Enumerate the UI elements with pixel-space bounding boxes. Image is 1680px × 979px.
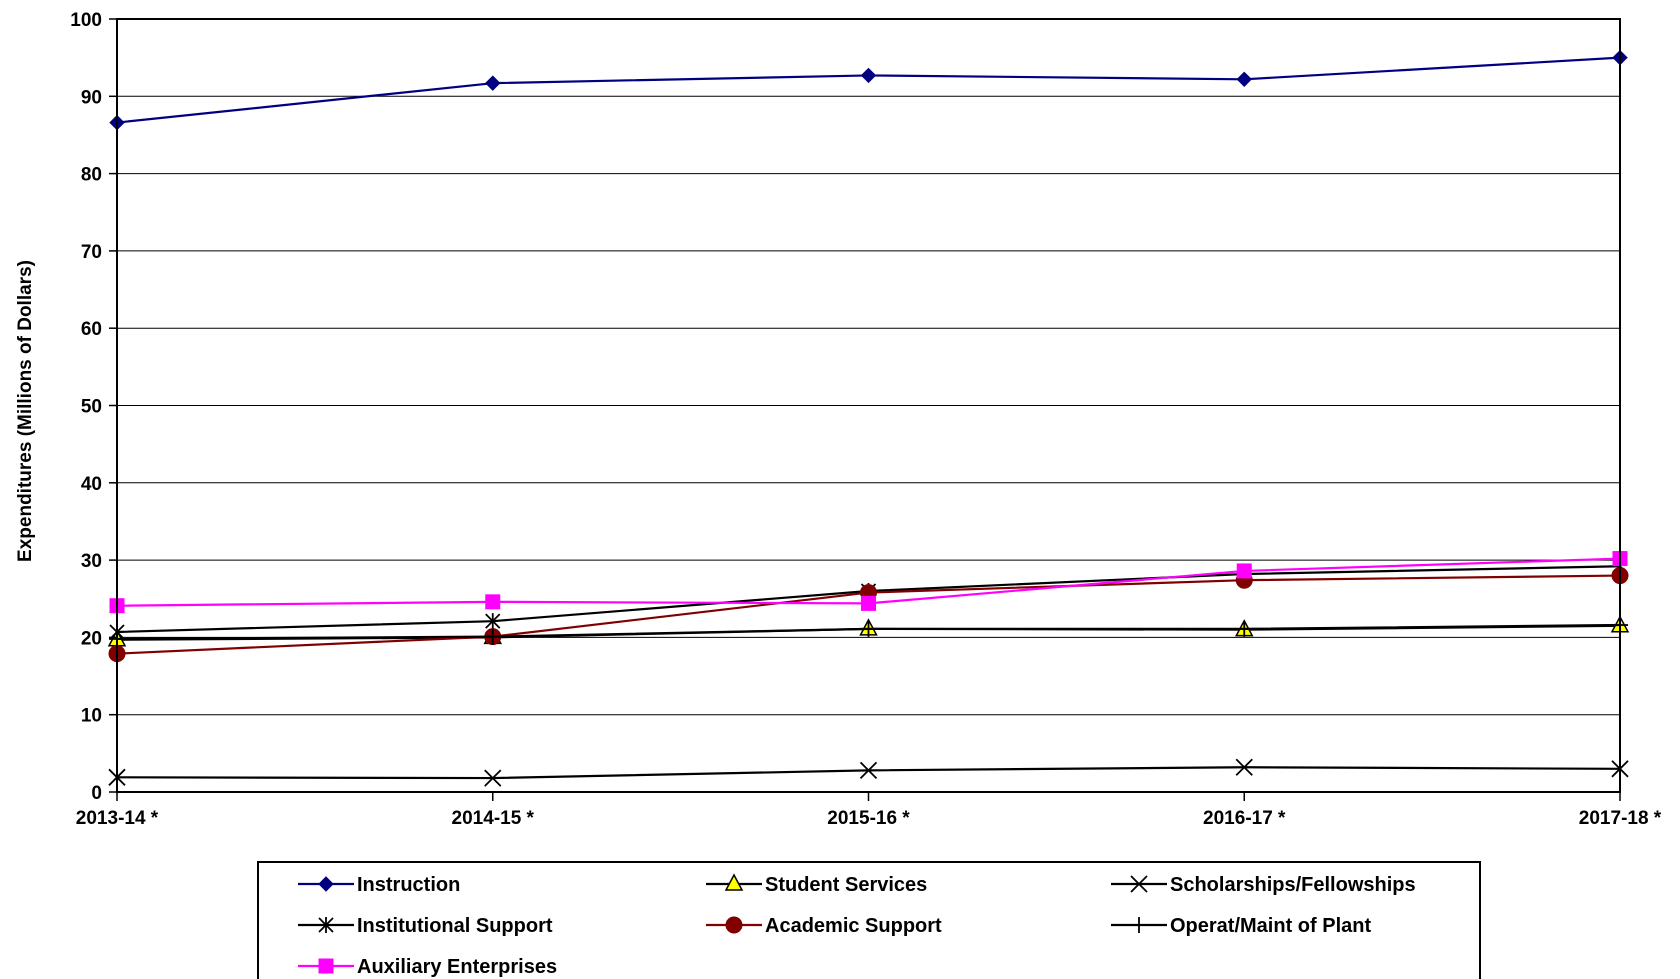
legend-item-scholarships-fellowships: Scholarships/Fellowships [1111, 874, 1416, 896]
legend-swatch-marker [725, 916, 743, 934]
data-point-instruction [485, 75, 501, 91]
marker-stroke [1235, 758, 1253, 776]
legend-item-student-services: Student Services [706, 873, 927, 896]
x-tick-label: 2015-16 * [827, 808, 910, 829]
legend-label: Auxiliary Enterprises [357, 956, 557, 978]
y-tick-label: 40 [81, 474, 102, 495]
legend-label: Academic Support [765, 915, 942, 937]
legend-swatch-marker [724, 873, 744, 891]
marker-stroke [859, 761, 878, 779]
legend-label: Student Services [765, 874, 927, 896]
legend: Instruction Student Services Scholarships/… [257, 861, 1481, 979]
legend-label: Institutional Support [357, 915, 553, 937]
y-tick-label: 50 [81, 397, 102, 418]
y-tick-label: 70 [81, 242, 102, 263]
y-tick-label: 80 [81, 165, 102, 186]
x-tick-label: 2017-18 * [1579, 808, 1662, 829]
y-tick-label: 10 [81, 706, 102, 727]
legend-item-operat-maint-of-plant: Operat/Maint of Plant [1111, 915, 1371, 937]
data-point-scholarships-fellowships [859, 761, 878, 779]
legend-item-auxiliary-enterprises: Auxiliary Enterprises [298, 956, 557, 978]
legend-item-academic-support: Academic Support [706, 915, 942, 937]
y-tick-label: 0 [91, 783, 102, 804]
legend-swatch-marker [318, 876, 334, 892]
marker-stroke [484, 769, 502, 787]
legend-swatch-marker [318, 917, 334, 933]
legend-label: Operat/Maint of Plant [1170, 915, 1371, 937]
legend-box [257, 861, 1481, 979]
y-axis-title: Expenditures (Millions of Dollars) [15, 260, 36, 562]
legend-label: Instruction [357, 874, 460, 896]
axes: 0 10 20 30 40 50 60 70 80 90 100 2013-14 * 2014-15 *… [70, 10, 1662, 829]
y-tick-label: 20 [81, 628, 102, 649]
data-point-institutional-support [485, 613, 501, 630]
y-tick-label: 100 [70, 10, 102, 31]
y-tick-label: 60 [81, 319, 102, 340]
legend-swatch-marker [318, 958, 334, 974]
x-tick-label: 2014-15 * [452, 808, 535, 829]
data-point-operat-maint-of-plant [1236, 620, 1253, 637]
legend-label: Scholarships/Fellowships [1170, 874, 1416, 896]
data-point-auxiliary-enterprises [1236, 563, 1252, 579]
marker-stroke [1130, 875, 1148, 893]
data-point-auxiliary-enterprises [861, 595, 876, 611]
data-point-operat-maint-of-plant [484, 628, 501, 645]
legend-item-institutional-support: Institutional Support [298, 915, 553, 937]
y-tick-label: 90 [81, 87, 102, 108]
data-point-scholarships-fellowships [484, 769, 502, 787]
data-point-instruction [860, 67, 877, 84]
legend-swatch-marker [1131, 917, 1147, 933]
data-point-operat-maint-of-plant [860, 620, 877, 637]
x-tick-label: 2016-17 * [1203, 808, 1286, 829]
data-point-scholarships-fellowships [1235, 758, 1253, 776]
y-tick-label: 30 [81, 551, 102, 572]
data-point-auxiliary-enterprises [485, 594, 501, 610]
legend-item-instruction: Instruction [298, 874, 460, 896]
x-tick-label: 2013-14 * [76, 808, 159, 829]
legend-swatch-marker [1130, 875, 1148, 893]
data-point-instruction [1236, 71, 1252, 88]
series-auxiliary-enterprises [109, 551, 1628, 614]
